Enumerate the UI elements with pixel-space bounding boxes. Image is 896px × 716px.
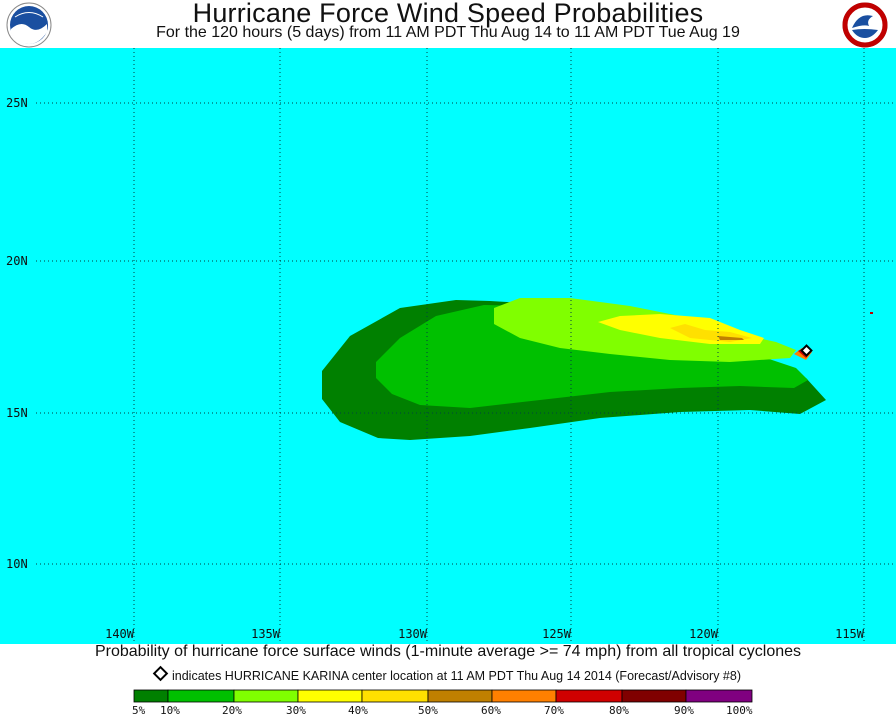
graticule (36, 48, 896, 644)
page-title: Hurricane Force Wind Speed Probabilities (192, 0, 704, 28)
legend-label-10: 10% (160, 704, 180, 716)
contour-10-20 (376, 305, 808, 408)
legend-swatch-40-50 (361, 689, 429, 703)
legend-swatch-30-40 (297, 689, 363, 703)
lon-label-120w: 120W (689, 627, 719, 641)
legend-swatch-70-80 (555, 689, 623, 703)
lat-label-10n: 10N (6, 557, 28, 571)
lat-label-25n: 25N (6, 96, 28, 110)
lon-label-140w: 140W (105, 627, 135, 641)
lon-label-130w: 130W (398, 627, 428, 641)
legend-swatch-90-100 (685, 689, 753, 703)
storm-marker-note: indicates HURRICANE KARINA center locati… (0, 665, 896, 683)
storm-marker-note-text: indicates HURRICANE KARINA center locati… (171, 669, 741, 683)
legend-label-60: 60% (481, 704, 501, 716)
legend-swatch-60-70 (491, 689, 557, 703)
storm-center-marker (800, 344, 813, 357)
probability-map: 25N 20N 15N 10N 140W 135W 130W 125W 120W… (0, 48, 896, 644)
legend-label-5: 5% (132, 704, 146, 716)
page-subtitle: For the 120 hours (5 days) from 11 AM PD… (156, 24, 740, 41)
legend-label-20: 20% (222, 704, 242, 716)
lat-label-20n: 20N (6, 254, 28, 268)
legend-label-70: 70% (544, 704, 564, 716)
noaa-logo (6, 2, 52, 48)
lat-label-15n: 15N (6, 406, 28, 420)
lon-label-115w: 115W (835, 627, 865, 641)
legend-label-30: 30% (286, 704, 306, 716)
legend-swatch-10-20 (167, 689, 235, 703)
legend-label-100: 100% (726, 704, 753, 716)
legend-label-50: 50% (418, 704, 438, 716)
isolated-probability-spot (870, 312, 873, 314)
legend-swatch-20-30 (233, 689, 299, 703)
contour-50-60 (718, 336, 744, 340)
legend-swatch-5-10 (133, 689, 169, 703)
legend-swatch-50-60 (427, 689, 493, 703)
legend-label-90: 90% (674, 704, 694, 716)
lon-label-125w: 125W (542, 627, 572, 641)
map-description: Probability of hurricane force surface w… (94, 643, 802, 660)
legend-swatch-80-90 (621, 689, 687, 703)
probability-legend: 5% 10% 20% 30% 40% 50% 60% 70% 80% 90% 1… (132, 689, 753, 716)
lon-label-135w: 135W (251, 627, 281, 641)
nws-logo (842, 2, 888, 48)
legend-label-80: 80% (609, 704, 629, 716)
legend-label-40: 40% (348, 704, 368, 716)
probability-contours (322, 298, 826, 440)
diamond-marker-icon (152, 665, 169, 682)
